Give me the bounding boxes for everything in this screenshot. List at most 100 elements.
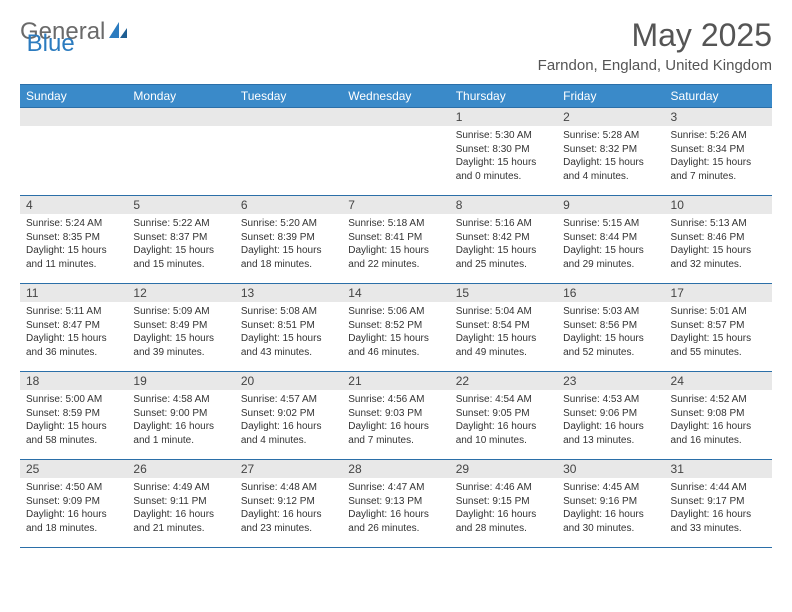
day-number: 16 xyxy=(557,284,664,302)
day-number: 12 xyxy=(127,284,234,302)
day-number xyxy=(235,108,342,126)
calendar-cell: 12Sunrise: 5:09 AMSunset: 8:49 PMDayligh… xyxy=(127,284,234,372)
calendar-cell xyxy=(20,108,127,196)
day-body: Sunrise: 5:30 AMSunset: 8:30 PMDaylight:… xyxy=(450,126,557,187)
day-body: Sunrise: 5:06 AMSunset: 8:52 PMDaylight:… xyxy=(342,302,449,363)
day-number: 17 xyxy=(665,284,772,302)
calendar-cell: 31Sunrise: 4:44 AMSunset: 9:17 PMDayligh… xyxy=(665,460,772,548)
calendar-cell: 9Sunrise: 5:15 AMSunset: 8:44 PMDaylight… xyxy=(557,196,664,284)
day-body: Sunrise: 5:15 AMSunset: 8:44 PMDaylight:… xyxy=(557,214,664,275)
day-number: 3 xyxy=(665,108,772,126)
day-body: Sunrise: 5:18 AMSunset: 8:41 PMDaylight:… xyxy=(342,214,449,275)
day-number: 8 xyxy=(450,196,557,214)
day-body: Sunrise: 5:16 AMSunset: 8:42 PMDaylight:… xyxy=(450,214,557,275)
day-body: Sunrise: 4:57 AMSunset: 9:02 PMDaylight:… xyxy=(235,390,342,451)
day-body xyxy=(127,126,234,186)
calendar-table: Sunday Monday Tuesday Wednesday Thursday… xyxy=(20,84,772,548)
day-number xyxy=(20,108,127,126)
day-body: Sunrise: 4:49 AMSunset: 9:11 PMDaylight:… xyxy=(127,478,234,539)
day-body: Sunrise: 5:11 AMSunset: 8:47 PMDaylight:… xyxy=(20,302,127,363)
weekday-header: Monday xyxy=(127,85,234,108)
day-body: Sunrise: 4:56 AMSunset: 9:03 PMDaylight:… xyxy=(342,390,449,451)
calendar-cell: 19Sunrise: 4:58 AMSunset: 9:00 PMDayligh… xyxy=(127,372,234,460)
day-body xyxy=(235,126,342,186)
calendar-row: 18Sunrise: 5:00 AMSunset: 8:59 PMDayligh… xyxy=(20,372,772,460)
calendar-body: 1Sunrise: 5:30 AMSunset: 8:30 PMDaylight… xyxy=(20,108,772,548)
location-text: Farndon, England, United Kingdom xyxy=(538,57,772,74)
day-number: 14 xyxy=(342,284,449,302)
day-body: Sunrise: 5:08 AMSunset: 8:51 PMDaylight:… xyxy=(235,302,342,363)
calendar-cell: 10Sunrise: 5:13 AMSunset: 8:46 PMDayligh… xyxy=(665,196,772,284)
day-number: 21 xyxy=(342,372,449,390)
calendar-cell: 28Sunrise: 4:47 AMSunset: 9:13 PMDayligh… xyxy=(342,460,449,548)
calendar-cell: 25Sunrise: 4:50 AMSunset: 9:09 PMDayligh… xyxy=(20,460,127,548)
day-body: Sunrise: 4:44 AMSunset: 9:17 PMDaylight:… xyxy=(665,478,772,539)
brand-word-blue: Blue xyxy=(27,30,75,58)
day-body: Sunrise: 4:50 AMSunset: 9:09 PMDaylight:… xyxy=(20,478,127,539)
day-body: Sunrise: 4:54 AMSunset: 9:05 PMDaylight:… xyxy=(450,390,557,451)
calendar-cell: 1Sunrise: 5:30 AMSunset: 8:30 PMDaylight… xyxy=(450,108,557,196)
calendar-cell: 29Sunrise: 4:46 AMSunset: 9:15 PMDayligh… xyxy=(450,460,557,548)
day-body: Sunrise: 5:20 AMSunset: 8:39 PMDaylight:… xyxy=(235,214,342,275)
day-body: Sunrise: 4:48 AMSunset: 9:12 PMDaylight:… xyxy=(235,478,342,539)
day-number: 1 xyxy=(450,108,557,126)
day-number: 9 xyxy=(557,196,664,214)
calendar-cell: 18Sunrise: 5:00 AMSunset: 8:59 PMDayligh… xyxy=(20,372,127,460)
calendar-cell: 27Sunrise: 4:48 AMSunset: 9:12 PMDayligh… xyxy=(235,460,342,548)
day-number: 19 xyxy=(127,372,234,390)
day-number: 31 xyxy=(665,460,772,478)
calendar-row: 1Sunrise: 5:30 AMSunset: 8:30 PMDaylight… xyxy=(20,108,772,196)
calendar-row: 11Sunrise: 5:11 AMSunset: 8:47 PMDayligh… xyxy=(20,284,772,372)
day-number xyxy=(342,108,449,126)
day-body: Sunrise: 5:03 AMSunset: 8:56 PMDaylight:… xyxy=(557,302,664,363)
weekday-header: Thursday xyxy=(450,85,557,108)
day-number: 11 xyxy=(20,284,127,302)
day-number: 2 xyxy=(557,108,664,126)
weekday-header: Wednesday xyxy=(342,85,449,108)
day-number: 15 xyxy=(450,284,557,302)
day-body: Sunrise: 5:24 AMSunset: 8:35 PMDaylight:… xyxy=(20,214,127,275)
day-number: 30 xyxy=(557,460,664,478)
weekday-header: Tuesday xyxy=(235,85,342,108)
day-number: 23 xyxy=(557,372,664,390)
day-number: 5 xyxy=(127,196,234,214)
day-body: Sunrise: 4:53 AMSunset: 9:06 PMDaylight:… xyxy=(557,390,664,451)
day-number: 6 xyxy=(235,196,342,214)
calendar-cell: 3Sunrise: 5:26 AMSunset: 8:34 PMDaylight… xyxy=(665,108,772,196)
day-number xyxy=(127,108,234,126)
day-number: 27 xyxy=(235,460,342,478)
calendar-cell: 13Sunrise: 5:08 AMSunset: 8:51 PMDayligh… xyxy=(235,284,342,372)
day-number: 29 xyxy=(450,460,557,478)
calendar-row: 25Sunrise: 4:50 AMSunset: 9:09 PMDayligh… xyxy=(20,460,772,548)
calendar-cell: 26Sunrise: 4:49 AMSunset: 9:11 PMDayligh… xyxy=(127,460,234,548)
weekday-header: Saturday xyxy=(665,85,772,108)
day-body: Sunrise: 5:26 AMSunset: 8:34 PMDaylight:… xyxy=(665,126,772,187)
day-body xyxy=(342,126,449,186)
day-number: 13 xyxy=(235,284,342,302)
calendar-cell: 11Sunrise: 5:11 AMSunset: 8:47 PMDayligh… xyxy=(20,284,127,372)
day-body: Sunrise: 4:45 AMSunset: 9:16 PMDaylight:… xyxy=(557,478,664,539)
day-body: Sunrise: 4:58 AMSunset: 9:00 PMDaylight:… xyxy=(127,390,234,451)
day-body: Sunrise: 4:46 AMSunset: 9:15 PMDaylight:… xyxy=(450,478,557,539)
day-body: Sunrise: 4:47 AMSunset: 9:13 PMDaylight:… xyxy=(342,478,449,539)
day-body: Sunrise: 5:04 AMSunset: 8:54 PMDaylight:… xyxy=(450,302,557,363)
calendar-cell: 21Sunrise: 4:56 AMSunset: 9:03 PMDayligh… xyxy=(342,372,449,460)
title-block: May 2025 Farndon, England, United Kingdo… xyxy=(538,18,772,74)
month-title: May 2025 xyxy=(538,18,772,53)
day-body: Sunrise: 5:00 AMSunset: 8:59 PMDaylight:… xyxy=(20,390,127,451)
calendar-cell xyxy=(342,108,449,196)
day-number: 7 xyxy=(342,196,449,214)
calendar-cell: 17Sunrise: 5:01 AMSunset: 8:57 PMDayligh… xyxy=(665,284,772,372)
calendar-cell: 14Sunrise: 5:06 AMSunset: 8:52 PMDayligh… xyxy=(342,284,449,372)
day-body: Sunrise: 5:09 AMSunset: 8:49 PMDaylight:… xyxy=(127,302,234,363)
calendar-cell: 23Sunrise: 4:53 AMSunset: 9:06 PMDayligh… xyxy=(557,372,664,460)
day-number: 20 xyxy=(235,372,342,390)
calendar-cell: 7Sunrise: 5:18 AMSunset: 8:41 PMDaylight… xyxy=(342,196,449,284)
day-number: 26 xyxy=(127,460,234,478)
day-number: 18 xyxy=(20,372,127,390)
calendar-cell: 20Sunrise: 4:57 AMSunset: 9:02 PMDayligh… xyxy=(235,372,342,460)
day-body: Sunrise: 4:52 AMSunset: 9:08 PMDaylight:… xyxy=(665,390,772,451)
calendar-row: 4Sunrise: 5:24 AMSunset: 8:35 PMDaylight… xyxy=(20,196,772,284)
calendar-cell: 15Sunrise: 5:04 AMSunset: 8:54 PMDayligh… xyxy=(450,284,557,372)
calendar-cell: 30Sunrise: 4:45 AMSunset: 9:16 PMDayligh… xyxy=(557,460,664,548)
